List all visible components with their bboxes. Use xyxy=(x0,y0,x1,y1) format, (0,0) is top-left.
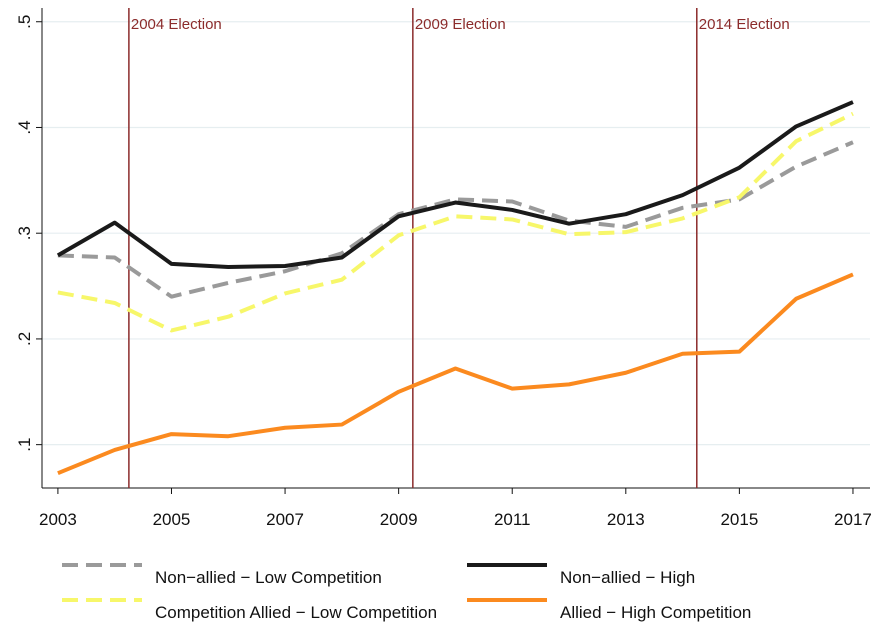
x-tick-label: 2015 xyxy=(720,510,758,529)
x-tick-label: 2013 xyxy=(607,510,645,529)
series-line xyxy=(56,100,854,270)
legend-label: Non−allied − Low Competition xyxy=(155,568,382,587)
y-tick-label: .4 xyxy=(15,120,34,134)
series-line xyxy=(57,272,854,476)
x-tick-label: 2005 xyxy=(153,510,191,529)
y-tick-label: .3 xyxy=(15,226,34,240)
y-tick-label: .5 xyxy=(15,15,34,29)
x-tick-label: 2007 xyxy=(266,510,304,529)
x-tick-label: 2003 xyxy=(39,510,77,529)
y-tick-label: .1 xyxy=(15,438,34,452)
election-label: 2014 Election xyxy=(699,16,790,33)
legend-label: Non−allied − High xyxy=(560,568,695,587)
x-tick-label: 2017 xyxy=(834,510,872,529)
x-tick-label: 2011 xyxy=(494,510,531,529)
election-label: 2004 Election xyxy=(131,16,222,33)
election-label: 2009 Election xyxy=(415,16,506,33)
y-tick-label: .2 xyxy=(15,332,34,346)
legend-label: Allied − High Competition xyxy=(560,603,751,622)
x-tick-label: 2009 xyxy=(380,510,418,529)
series-line xyxy=(57,140,854,299)
series-line xyxy=(57,111,854,333)
legend-label: Competition Allied − Low Competition xyxy=(155,603,437,622)
